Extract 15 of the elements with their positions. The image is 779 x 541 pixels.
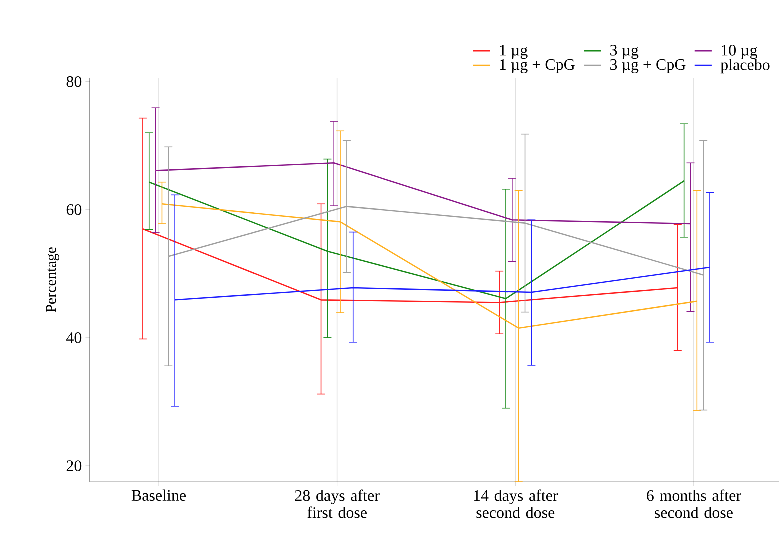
legend-label: 10 µg [722, 45, 758, 60]
x-tick-label: Baseline [132, 490, 186, 502]
legend-label: placebo [720, 59, 770, 74]
y-tick-label: 20 [66, 460, 82, 472]
x-tick-label: 28 days after first dose [295, 490, 380, 518]
x-tick-label: 14 days after second dose [474, 490, 558, 518]
legend-label: 3 µg [610, 45, 639, 60]
legend-label: 3 µg + CpG [610, 59, 686, 74]
y-tick-label: 40 [66, 332, 82, 344]
y-axis-title: Percentage [46, 248, 60, 312]
y-tick-label: 60 [66, 204, 82, 216]
x-tick-label: 6 months after second dose [647, 490, 742, 518]
y-tick-label: 80 [66, 76, 82, 88]
legend-label: 1 µg + CpG [500, 59, 575, 74]
legend-label: 1 µg [500, 45, 528, 60]
